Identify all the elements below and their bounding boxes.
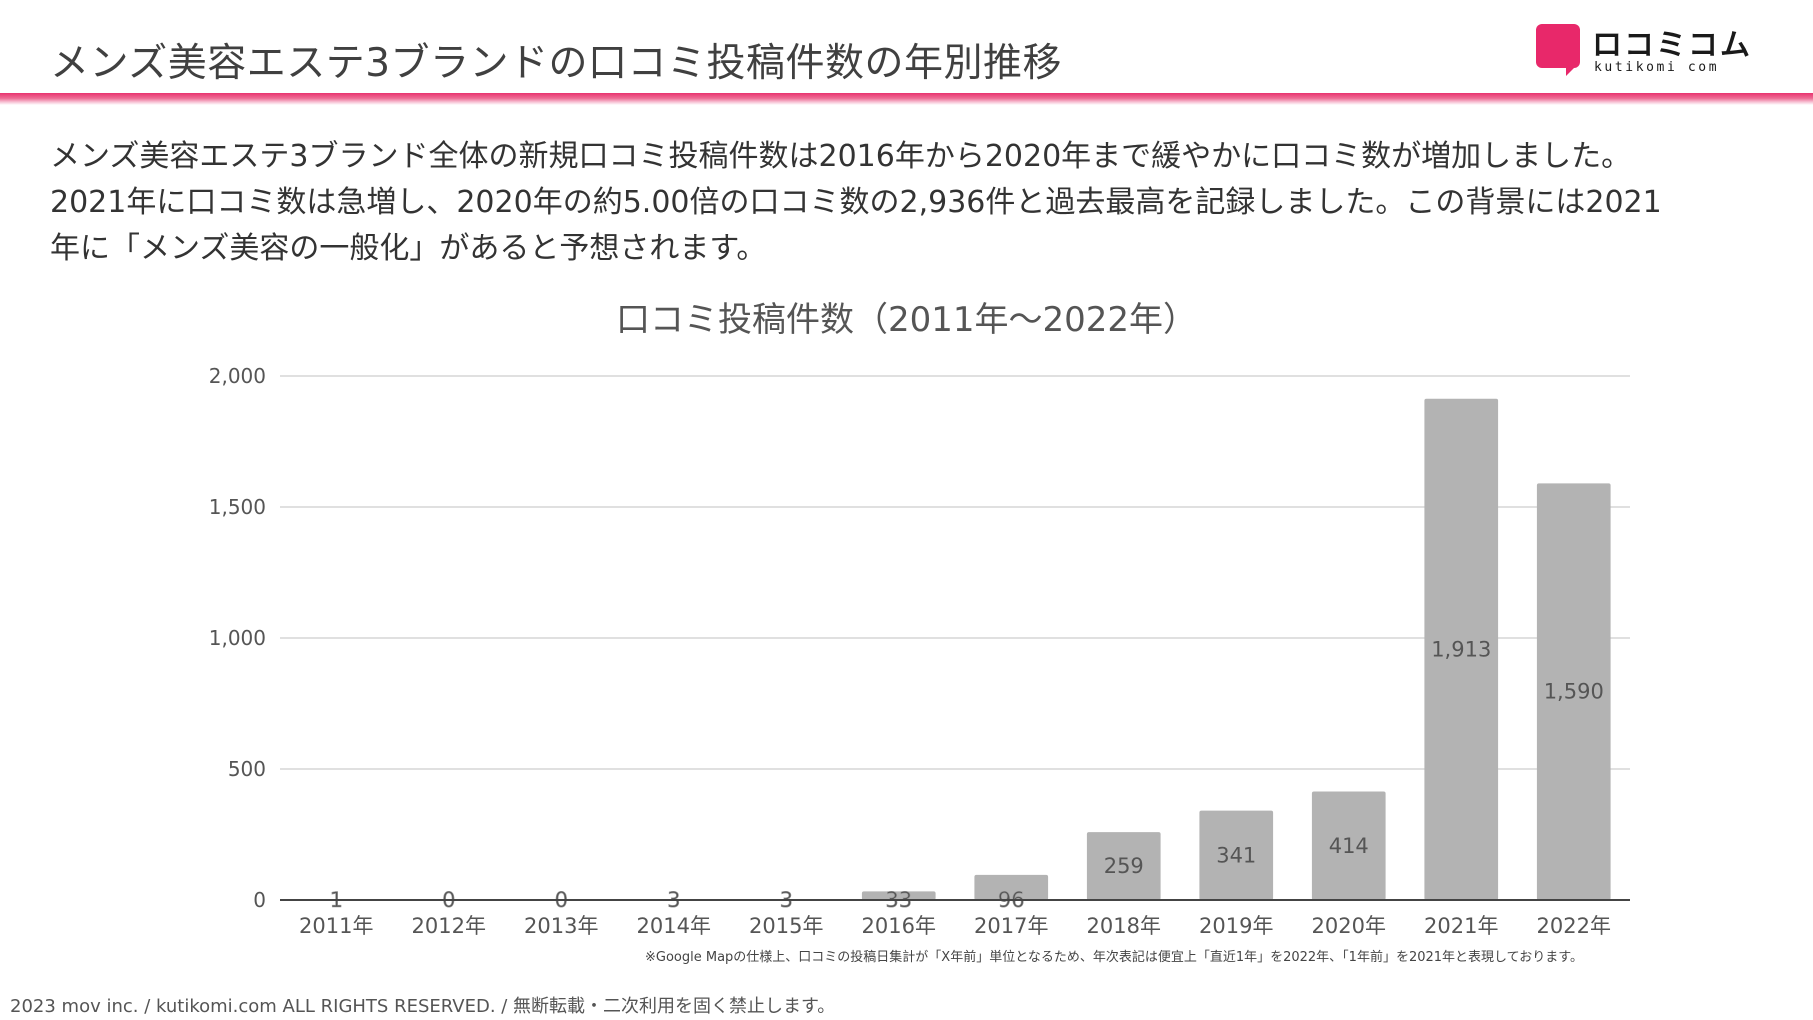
x-tick-label: 2017年 bbox=[974, 914, 1048, 938]
footer-copyright: 2023 mov inc. / kutikomi.com ALL RIGHTS … bbox=[10, 996, 836, 1017]
logo-subtext: kutikomi com bbox=[1594, 60, 1720, 75]
data-label: 1,913 bbox=[1431, 637, 1491, 661]
data-label: 1,590 bbox=[1544, 680, 1604, 704]
bar bbox=[1311, 791, 1386, 900]
x-tick-label: 2016年 bbox=[862, 914, 936, 938]
x-tick-label: 2019年 bbox=[1199, 914, 1273, 938]
header-divider bbox=[0, 93, 1813, 105]
data-label: 341 bbox=[1216, 843, 1256, 867]
bar bbox=[1536, 483, 1611, 900]
logo-text: ロコミコム bbox=[1592, 28, 1752, 63]
y-tick-label: 500 bbox=[228, 757, 266, 781]
bar bbox=[1086, 832, 1161, 900]
description: メンズ美容エステ3ブランド全体の新規口コミ投稿件数は2016年から2020年まで… bbox=[50, 134, 1770, 272]
chart-title: 口コミ投稿件数（2011年～2022年） bbox=[615, 300, 1198, 340]
y-tick-label: 1,500 bbox=[209, 495, 266, 519]
x-tick-label: 2018年 bbox=[1087, 914, 1161, 938]
y-tick-label: 0 bbox=[253, 888, 266, 912]
x-tick-label: 2020年 bbox=[1312, 914, 1386, 938]
x-tick-label: 2013年 bbox=[524, 914, 598, 938]
x-tick-label: 2021年 bbox=[1424, 914, 1498, 938]
x-tick-label: 2014年 bbox=[637, 914, 711, 938]
y-tick-label: 2,000 bbox=[209, 364, 266, 388]
logo[interactable]: ロコミコム kutikomi com bbox=[1536, 22, 1750, 82]
bar bbox=[1424, 398, 1499, 900]
bar bbox=[974, 874, 1049, 900]
x-tick-label: 2011年 bbox=[299, 914, 373, 938]
bar bbox=[861, 891, 936, 900]
description-line-3: 年に「メンズ美容の一般化」があると予想されます。 bbox=[50, 231, 767, 266]
chart-note: ※Google Mapの仕様上、口コミの投稿日集計が「X年前」単位となるため、年… bbox=[645, 950, 1583, 965]
y-tick-label: 1,000 bbox=[209, 626, 266, 650]
logo-speech-bubble-icon bbox=[1536, 24, 1580, 76]
description-line-2: 2021年に口コミ数は急増し、2020年の約5.00倍の口コミ数の2,936件と… bbox=[50, 185, 1662, 220]
x-tick-label: 2022年 bbox=[1537, 914, 1611, 938]
bar bbox=[1199, 810, 1274, 900]
data-label: 414 bbox=[1329, 834, 1369, 858]
page-title: メンズ美容エステ3ブランドの口コミ投稿件数の年別推移 bbox=[50, 41, 1063, 86]
x-tick-label: 2012年 bbox=[412, 914, 486, 938]
description-line-1: メンズ美容エステ3ブランド全体の新規口コミ投稿件数は2016年から2020年まで… bbox=[50, 139, 1632, 174]
x-tick-label: 2015年 bbox=[749, 914, 823, 938]
data-label: 259 bbox=[1104, 854, 1144, 878]
